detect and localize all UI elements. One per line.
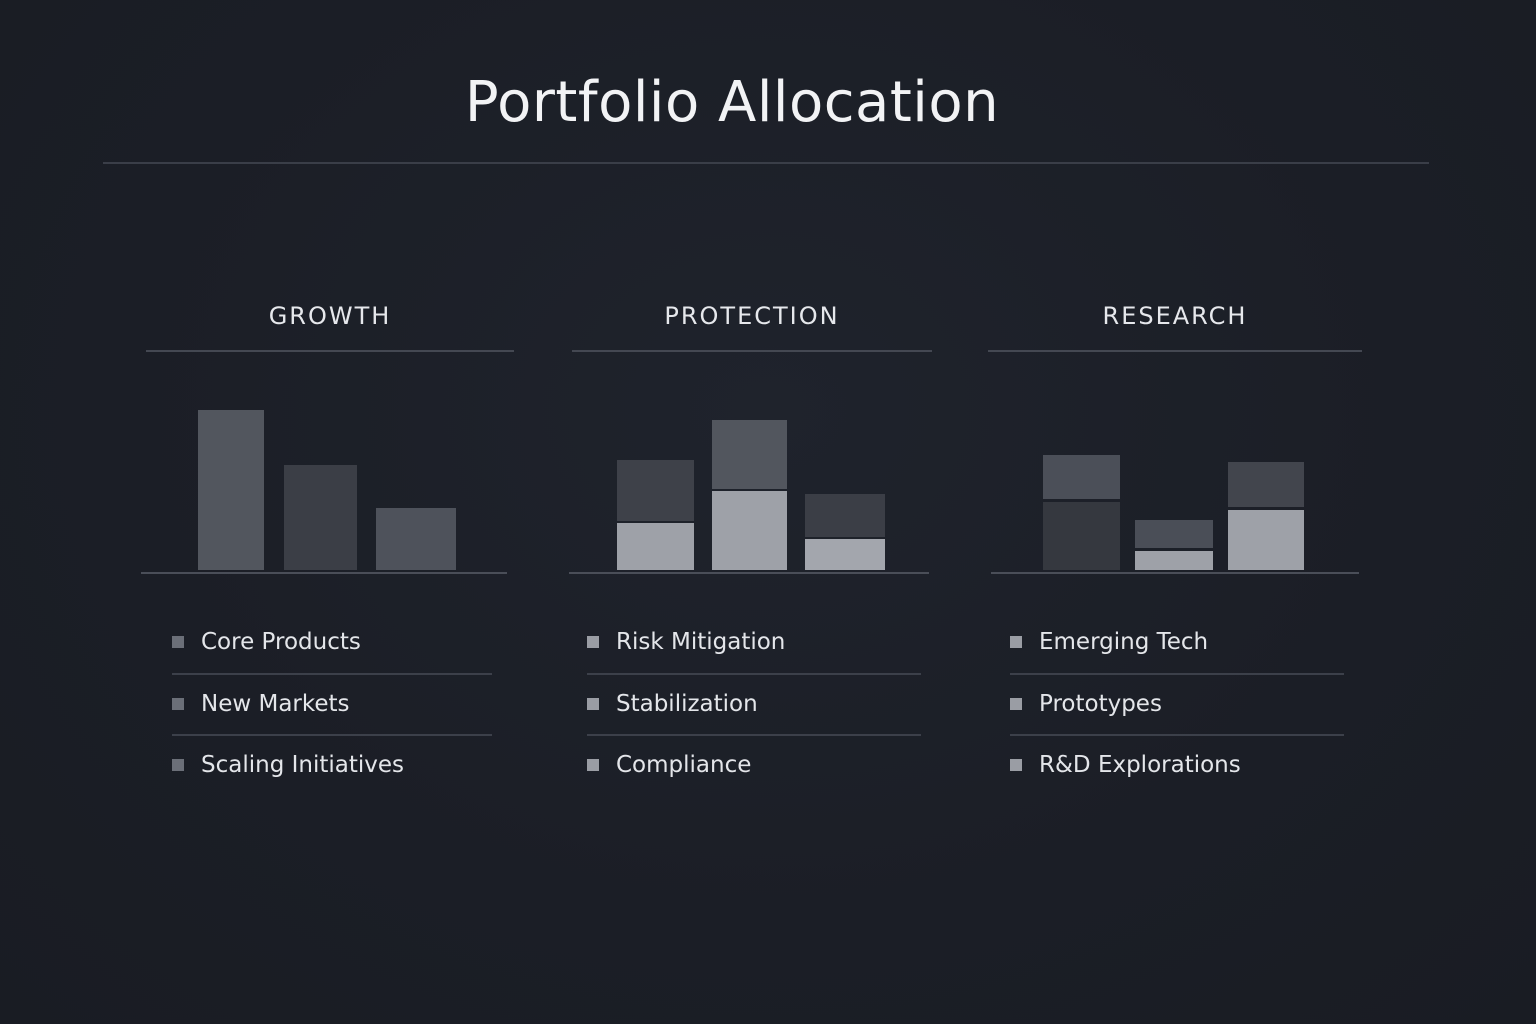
baseline-research [991,572,1359,574]
legend-label: Compliance [616,752,752,778]
bar-compliance-top [805,494,885,537]
legend-item: R&D Explorations [1010,745,1241,785]
baseline-growth [141,572,507,574]
bar-compliance-base [805,539,885,570]
bar-prototypes-top [1135,520,1213,548]
bar-scaling-initiatives [376,508,456,570]
legend-marker [172,636,184,648]
page-title: Portfolio Allocation [464,70,1000,135]
panel-divider-protection [572,350,932,352]
panel-title-growth: GROWTH [268,302,392,330]
legend-item: Emerging Tech [1010,622,1208,662]
legend-marker [587,636,599,648]
panel-title-research: RESEARCH [1102,302,1248,330]
panel-divider-growth [146,350,514,352]
legend-label: Emerging Tech [1039,629,1209,655]
bar-core-products [198,410,264,570]
bar-r-d-explorations-top [1228,462,1304,507]
bar-stabilization-base [712,491,787,570]
legend-divider [172,673,492,675]
legend-item: Compliance [587,745,751,785]
legend-marker [1010,698,1022,710]
bar-risk-mitigation-top [617,460,694,521]
legend-marker [1010,759,1022,771]
bar-prototypes-base [1135,551,1213,570]
legend-item: Scaling Initiatives [172,745,404,785]
legend-divider [1010,673,1344,675]
legend-item: New Markets [172,684,350,724]
legend-label: New Markets [201,691,350,717]
bar-emerging-tech-base [1043,502,1120,570]
bar-risk-mitigation-base [617,523,694,570]
legend-divider [1010,734,1344,736]
legend-label: Prototypes [1039,691,1162,717]
panel-title-protection: PROTECTION [664,302,840,330]
bar-stabilization-top [712,420,787,489]
legend-divider [172,734,492,736]
bar-r-d-explorations-base [1228,510,1304,570]
legend-marker [587,698,599,710]
legend-item: Stabilization [587,684,758,724]
legend-label: Risk Mitigation [616,629,786,655]
legend-label: Core Products [201,629,361,655]
legend-marker [587,759,599,771]
legend-item: Core Products [172,622,361,662]
legend-divider [587,734,921,736]
legend-item: Risk Mitigation [587,622,785,662]
baseline-protection [569,572,929,574]
legend-divider [587,673,921,675]
legend-marker [172,698,184,710]
legend-label: Scaling Initiatives [201,752,405,778]
bar-emerging-tech-top [1043,455,1120,499]
legend-label: Stabilization [616,691,758,717]
panel-divider-research [988,350,1362,352]
legend-marker [172,759,184,771]
legend-marker [1010,636,1022,648]
legend-label: R&D Explorations [1039,752,1241,778]
bar-new-markets [284,465,357,570]
title-divider [103,162,1429,164]
legend-item: Prototypes [1010,684,1162,724]
